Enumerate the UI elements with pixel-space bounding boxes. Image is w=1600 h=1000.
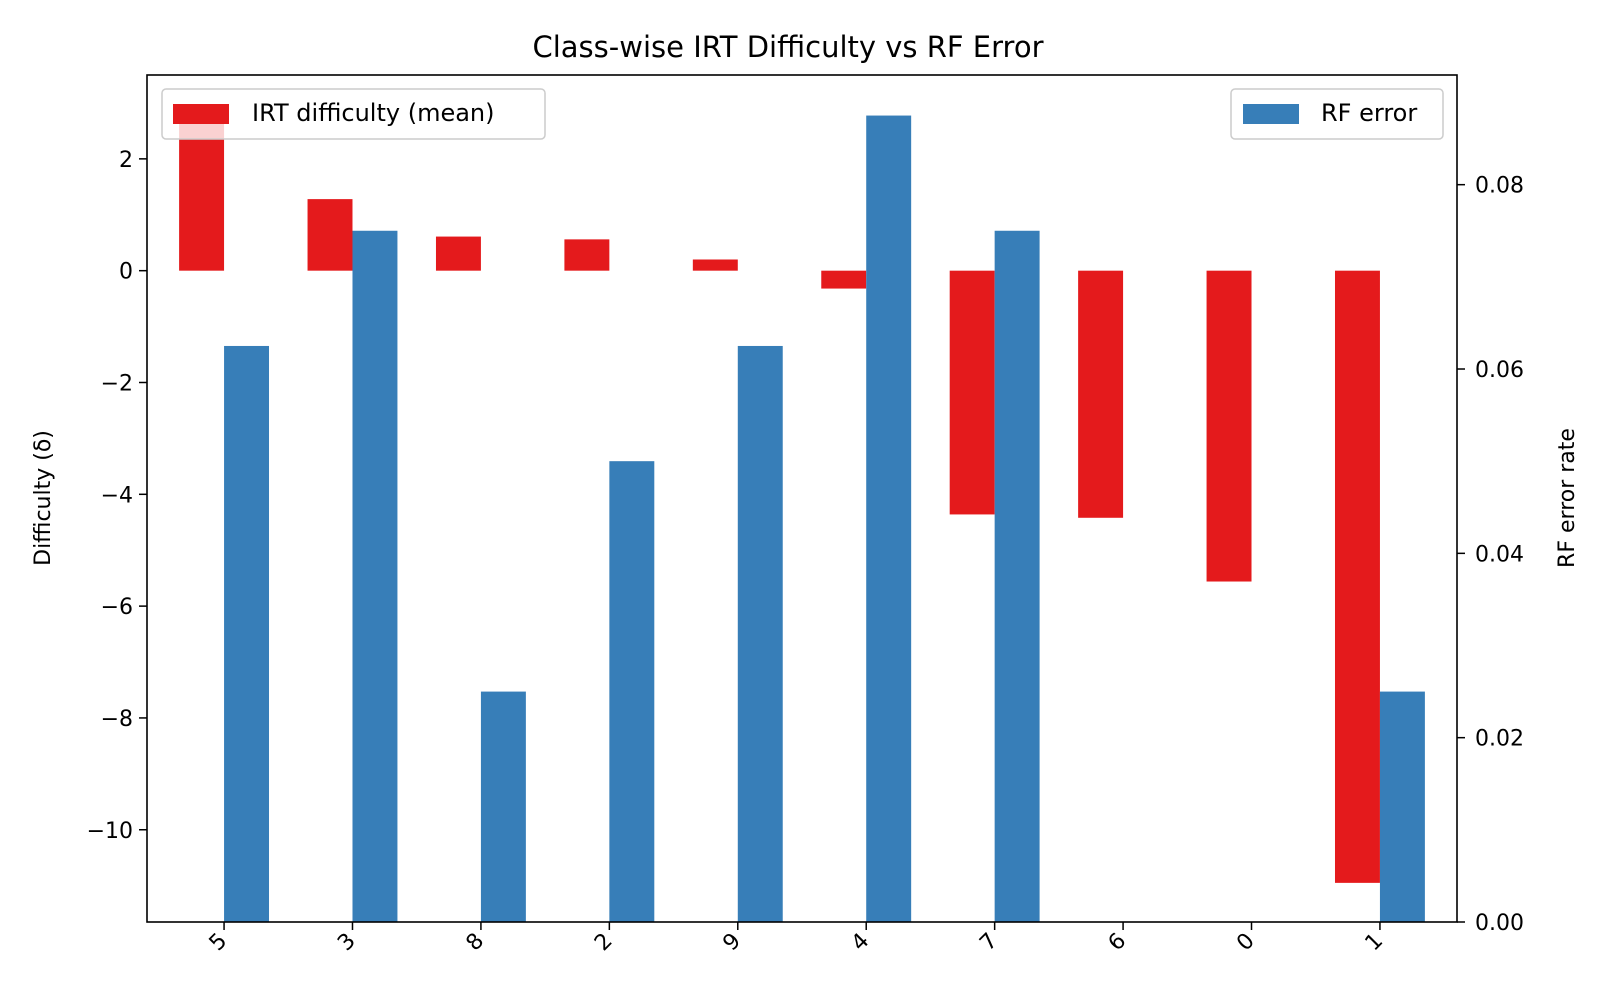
legend-right-label: RF error xyxy=(1321,99,1417,127)
difficulty-bar-0 xyxy=(1206,270,1252,582)
plot-frame xyxy=(146,74,1458,923)
difficulty-bar-7 xyxy=(949,270,995,515)
legend-right-box xyxy=(1230,88,1444,140)
rf-error-bars xyxy=(224,115,1425,922)
left-axis-ticks: 2 0 −2 −4 −6 −8 −10 xyxy=(87,148,147,844)
y-right-tick-label: 0.02 xyxy=(1475,727,1524,752)
rf-error-bar-7 xyxy=(994,230,1040,922)
y-right-tick-label: 0.00 xyxy=(1475,911,1524,936)
difficulty-bar-4 xyxy=(821,270,867,289)
difficulty-bar-1 xyxy=(1334,270,1380,883)
difficulty-bar-8 xyxy=(435,236,481,271)
difficulty-bar-9 xyxy=(692,259,738,271)
difficulty-bar-3 xyxy=(307,199,353,271)
rf-error-bar-9 xyxy=(737,345,783,922)
difficulty-bar-2 xyxy=(564,239,610,271)
y-tick-label: 0 xyxy=(119,260,133,285)
rf-error-bar-3 xyxy=(352,230,398,922)
y-right-tick-label: 0.04 xyxy=(1475,542,1524,567)
rf-error-bar-2 xyxy=(609,461,655,922)
chart-title: Class-wise IRT Difficulty vs RF Error xyxy=(532,30,1043,64)
difficulty-bar-6 xyxy=(1078,270,1124,518)
y-tick-label: −6 xyxy=(101,595,133,620)
legend-left-swatch xyxy=(173,104,229,124)
y-axis-right-label: RF error rate xyxy=(1555,428,1580,568)
legend-left: IRT difficulty (mean) xyxy=(161,88,546,140)
rf-error-bar-5 xyxy=(224,345,270,922)
y-tick-label: 2 xyxy=(119,148,133,173)
right-axis-ticks: 0.00 0.02 0.04 0.06 0.08 xyxy=(1457,174,1524,936)
legend-left-box xyxy=(161,88,546,140)
y-axis-label: Difficulty (δ) xyxy=(31,430,56,566)
y-tick-label: −8 xyxy=(101,707,133,732)
rf-error-bar-4 xyxy=(866,115,912,922)
y-tick-label: −10 xyxy=(87,819,133,844)
y-tick-label: −2 xyxy=(101,371,133,396)
legend-left-label: IRT difficulty (mean) xyxy=(252,99,495,127)
y-tick-label: −4 xyxy=(101,483,133,508)
rf-error-bar-1 xyxy=(1379,691,1425,922)
legend-right: RF error xyxy=(1230,88,1444,140)
legend-right-swatch xyxy=(1243,104,1299,124)
y-right-tick-label: 0.08 xyxy=(1475,174,1524,199)
y-right-tick-label: 0.06 xyxy=(1475,358,1524,383)
rf-error-bar-8 xyxy=(480,691,526,922)
